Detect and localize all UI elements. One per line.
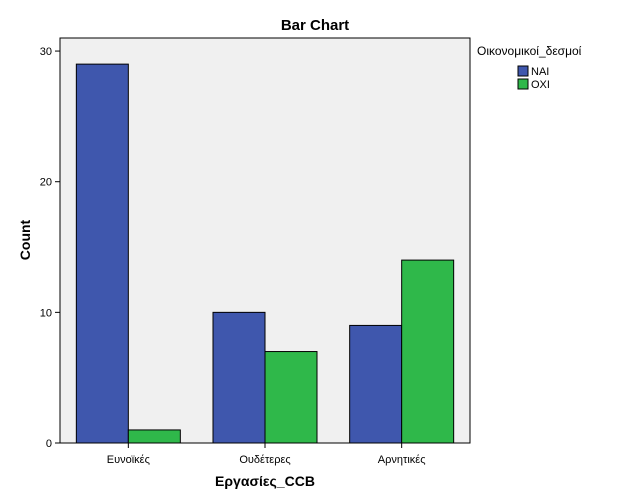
bar-nai-2 [349, 324, 403, 444]
bar-oxi-2 [401, 259, 455, 444]
legend-label: ΝΑΙ [531, 66, 549, 78]
bar-nai-0 [75, 63, 129, 444]
x-axis-title: Εργασίες_CCB [215, 473, 315, 489]
y-tick-label: 20 [40, 177, 52, 189]
bar-oxi-1 [264, 351, 318, 444]
bars [75, 63, 455, 444]
y-tick-label: 30 [40, 46, 52, 58]
x-tick-label: Αρνητικές [378, 454, 426, 466]
y-axis-title: Count [17, 219, 33, 260]
x-tick-label: Ουδέτερες [239, 454, 290, 466]
y-axis: 0 10 20 30 [40, 46, 60, 450]
legend-label: ΟΧΙ [531, 79, 550, 91]
y-tick-label: 10 [40, 307, 52, 319]
chart-title: Bar Chart [281, 17, 349, 34]
bar-oxi-0 [127, 429, 181, 444]
legend-swatch [517, 78, 529, 90]
x-axis: Ευνοϊκές Ουδέτερες Αρνητικές [107, 443, 426, 466]
x-tick-label: Ευνοϊκές [107, 454, 150, 466]
bar-nai-1 [212, 311, 266, 444]
y-tick-label: 0 [46, 438, 52, 450]
legend-title: Οικονομικοί_δεσμοί [477, 44, 582, 58]
legend-swatch [517, 65, 529, 77]
